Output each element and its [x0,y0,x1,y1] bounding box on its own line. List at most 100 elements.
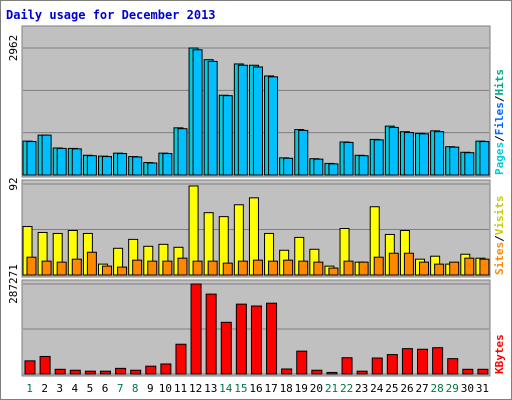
bar-kbytes-day-13 [205,293,217,375]
bar-sites-day-16 [252,259,263,276]
x-tick-label-day-28: 28 [431,382,444,395]
x-tick-label-day-31: 31 [476,382,489,395]
bar-files-day-28 [434,131,445,176]
bar-files-day-14 [222,95,233,176]
legend-item: / [493,235,506,242]
bar-files-day-30 [464,152,475,176]
x-tick-label-day-21: 21 [325,382,338,395]
x-tick-label-day-26: 26 [400,382,413,395]
bar-files-day-23 [358,155,369,176]
legend-item: Hits [493,69,506,96]
bar-kbytes-day-21 [326,371,338,375]
bar-files-day-9 [147,162,158,176]
bar-sites-day-6 [101,265,112,276]
bar-kbytes-day-15 [235,303,247,375]
bar-files-day-1 [26,141,37,176]
x-tick-label-day-1: 1 [26,382,33,395]
bar-files-day-2 [41,134,52,176]
bar-sites-day-25 [388,252,399,276]
bar-sites-day-7 [117,266,128,276]
bar-sites-day-28 [434,263,445,276]
bar-files-day-4 [71,148,82,176]
panel-legend: Sites/Visits [493,196,506,276]
bar-files-day-3 [56,147,67,176]
x-tick-label-day-23: 23 [355,382,368,395]
x-tick-label-day-3: 3 [56,382,63,395]
bar-kbytes-day-27 [417,348,429,375]
bar-kbytes-day-19 [296,350,308,375]
bar-sites-day-2 [41,260,52,276]
x-tick-label-day-25: 25 [385,382,398,395]
x-tick-label-day-6: 6 [102,382,109,395]
bar-kbytes-day-1 [24,360,36,375]
x-tick-label-day-13: 13 [204,382,217,395]
x-tick-label-day-22: 22 [340,382,353,395]
bar-files-day-11 [177,128,188,176]
bar-files-day-21 [328,163,339,176]
x-tick-label-day-15: 15 [234,382,247,395]
legend-item: Visits [493,196,506,236]
bar-kbytes-day-3 [54,368,66,375]
chart-title: Daily usage for December 2013 [6,8,216,22]
bar-sites-day-27 [419,261,430,276]
y-max-label: 92 [7,177,20,190]
bar-sites-day-3 [56,261,67,276]
bar-files-day-13 [207,60,218,176]
bar-kbytes-day-30 [462,368,474,375]
bar-sites-day-13 [207,260,218,276]
bar-kbytes-day-16 [250,305,262,375]
bar-files-day-29 [449,146,460,176]
bar-kbytes-day-12 [190,283,202,375]
x-tick-label-day-8: 8 [132,382,139,395]
y-max-label: 287271 [7,264,20,304]
bar-kbytes-day-8 [130,369,142,375]
legend-item: Files [493,102,506,135]
legend-item: / [493,95,506,102]
x-tick-label-day-27: 27 [415,382,428,395]
bar-files-day-15 [237,64,248,176]
bar-files-day-19 [298,129,309,176]
bar-sites-day-5 [86,251,97,276]
x-tick-label-day-7: 7 [117,382,124,395]
bar-kbytes-day-26 [401,348,413,375]
x-tick-label-day-5: 5 [87,382,94,395]
bar-sites-day-20 [313,261,324,276]
bar-files-day-10 [162,153,173,176]
bar-kbytes-day-6 [99,370,111,375]
bar-files-day-25 [388,126,399,176]
x-tick-label-day-19: 19 [295,382,308,395]
x-tick-label-day-11: 11 [174,382,187,395]
x-tick-label-day-30: 30 [461,382,474,395]
bar-kbytes-day-7 [115,367,127,375]
bar-files-day-18 [283,157,294,176]
bar-kbytes-day-5 [84,370,96,375]
bar-sites-day-18 [283,259,294,276]
bar-sites-day-19 [298,260,309,276]
bar-files-day-16 [252,66,263,176]
x-tick-label-day-29: 29 [446,382,459,395]
legend-item: / [493,135,506,142]
bar-sites-day-12 [192,260,203,276]
x-tick-label-day-10: 10 [159,382,172,395]
x-tick-label-day-4: 4 [72,382,79,395]
bar-kbytes-day-25 [386,354,398,375]
bar-sites-day-30 [464,257,475,276]
bar-kbytes-day-28 [432,347,444,375]
y-max-label: 2962 [7,35,20,62]
bar-kbytes-day-10 [160,363,172,375]
x-tick-label-day-24: 24 [370,382,384,395]
legend-item: KBytes [493,334,506,374]
bar-kbytes-day-20 [311,369,323,375]
x-tick-label-day-17: 17 [264,382,277,395]
bar-files-day-8 [132,156,143,176]
bar-sites-day-17 [268,260,279,276]
bar-files-day-24 [373,139,384,176]
bar-sites-day-15 [237,260,248,276]
bar-files-day-5 [86,155,97,176]
bar-sites-day-4 [71,258,82,276]
series-kbytes [24,283,489,375]
panel-visits-sites: 92 Sites/Visits [7,177,506,278]
x-tick-label-day-9: 9 [147,382,154,395]
